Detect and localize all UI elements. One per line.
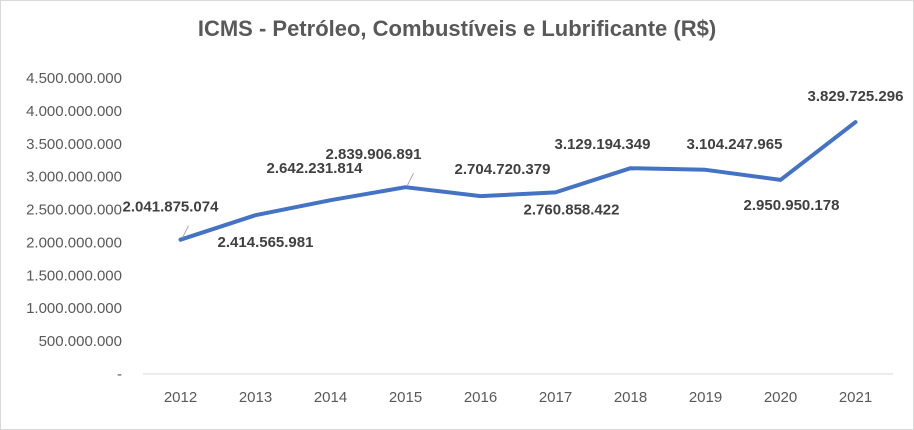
data-label: 2.704.720.379	[455, 161, 551, 178]
data-label: 3.829.725.296	[808, 88, 904, 105]
chart-title: ICMS - Petróleo, Combustíveis e Lubrific…	[197, 16, 717, 41]
y-tick-label: 2.000.000.000	[26, 234, 122, 251]
x-tick-label: 2013	[239, 389, 272, 406]
y-tick-label: 4.500.000.000	[26, 70, 122, 87]
x-tick-label: 2017	[539, 389, 572, 406]
y-tick-label: 1.000.000.000	[26, 300, 122, 317]
data-label: 2.760.858.422	[524, 201, 620, 218]
y-tick-label: -	[117, 366, 122, 383]
data-label: 3.104.247.965	[687, 136, 783, 153]
x-tick-label: 2020	[764, 389, 797, 406]
y-tick-label: 3.000.000.000	[26, 169, 122, 186]
x-tick-label: 2021	[839, 389, 872, 406]
data-label-leader	[407, 172, 414, 186]
data-label: 2.950.950.178	[744, 197, 840, 214]
x-tick-label: 2012	[164, 389, 197, 406]
series-line	[178, 120, 858, 242]
x-tick-label: 2014	[314, 389, 347, 406]
y-tick-label: 3.500.000.000	[26, 136, 122, 153]
x-tick-label: 2016	[464, 389, 497, 406]
data-label-leader	[182, 225, 189, 238]
y-tick-label: 500.000.000	[39, 333, 122, 350]
x-tick-label: 2019	[689, 389, 722, 406]
x-tick-label: 2018	[614, 389, 647, 406]
data-label: 2.839.906.891	[326, 146, 422, 163]
y-tick-label: 1.500.000.000	[26, 267, 122, 284]
data-label: 2.414.565.981	[218, 234, 314, 251]
y-tick-label: 4.000.000.000	[26, 103, 122, 120]
data-label: 2.041.875.074	[123, 199, 220, 216]
y-tick-label: 2.500.000.000	[26, 202, 122, 219]
x-tick-label: 2015	[389, 389, 422, 406]
data-label: 3.129.194.349	[555, 136, 651, 153]
data-label: 2.642.231.814	[267, 160, 364, 177]
